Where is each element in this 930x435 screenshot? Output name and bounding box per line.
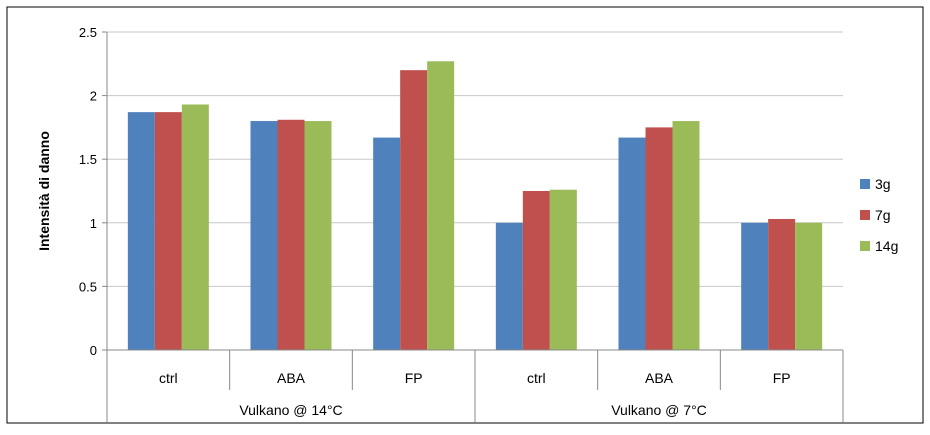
legend-swatch-14g — [860, 241, 870, 251]
y-tick-label: 1 — [90, 216, 97, 231]
bar-14g-ABA — [304, 121, 332, 350]
legend-swatch-7g — [860, 210, 870, 220]
bars — [127, 61, 823, 351]
x-category-label: ctrl — [527, 370, 546, 386]
gridlines — [107, 31, 843, 287]
bar-3g-ctrl — [127, 112, 155, 350]
bar-7g-ABA — [277, 119, 305, 350]
y-tick-label: 2 — [90, 89, 97, 104]
bar-14g-ctrl — [181, 104, 209, 350]
bar-14g-FP — [427, 61, 455, 350]
legend: 3g 7g 14g — [860, 176, 898, 254]
x-group-label: Vulkano @ 14°C — [239, 402, 342, 418]
bar-7g-ABA — [645, 127, 673, 351]
legend-swatch-3g — [860, 179, 870, 189]
x-group-label: Vulkano @ 7°C — [611, 402, 707, 418]
x-category-label: ctrl — [159, 370, 178, 386]
bar-3g-ABA — [618, 137, 646, 350]
bar-7g-ctrl — [522, 191, 550, 350]
bar-3g-ABA — [250, 121, 278, 350]
bar-14g-ctrl — [549, 189, 577, 350]
bar-14g-ABA — [672, 121, 700, 350]
bar-7g-ctrl — [154, 112, 182, 350]
legend-label-3g: 3g — [875, 176, 891, 192]
bar-3g-FP — [741, 222, 769, 350]
bar-7g-FP — [768, 218, 796, 350]
x-group-labels: Vulkano @ 14°C Vulkano @ 7°C — [239, 402, 706, 418]
y-tick-label: 0 — [90, 343, 97, 358]
bar-14g-FP — [795, 222, 823, 350]
x-category-label: ABA — [645, 370, 674, 386]
axes — [102, 31, 844, 423]
x-category-label: FP — [773, 370, 791, 386]
x-category-label: FP — [405, 370, 423, 386]
bar-3g-FP — [373, 137, 401, 350]
y-tick-labels: 0 0.5 1 1.5 2 2.5 — [79, 25, 97, 358]
y-tick-label: 1.5 — [79, 152, 97, 167]
y-axis-title: Intensità di danno — [36, 131, 52, 251]
bar-7g-FP — [400, 70, 428, 350]
legend-label-7g: 7g — [875, 207, 891, 223]
legend-label-14g: 14g — [875, 238, 898, 254]
bar-3g-ctrl — [495, 222, 523, 350]
x-category-label: ABA — [277, 370, 306, 386]
x-category-labels: ctrl ABA FP ctrl ABA FP — [159, 370, 791, 386]
y-tick-label: 2.5 — [79, 25, 97, 40]
y-tick-label: 0.5 — [79, 279, 97, 294]
